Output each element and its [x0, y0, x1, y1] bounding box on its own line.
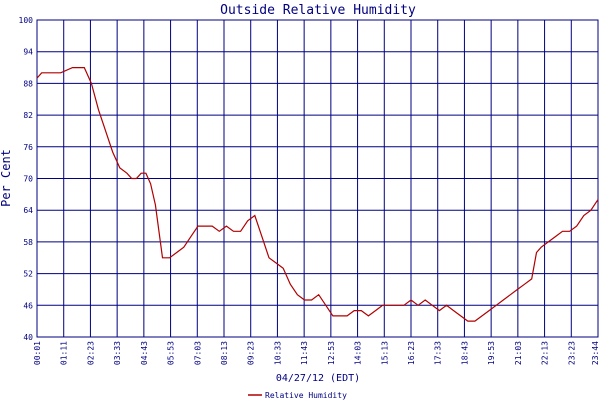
x-tick-label: 16:23 — [407, 341, 416, 365]
x-tick-label: 07:03 — [193, 341, 202, 365]
y-tick-label: 76 — [23, 143, 33, 152]
y-tick-label: 46 — [23, 301, 33, 310]
y-tick-label: 82 — [23, 111, 33, 120]
x-tick-label: 03:33 — [113, 341, 122, 365]
x-tick-labels: 00:01 01:11 02:23 03:33 04:43 05:53 07:03 08:13… — [33, 341, 600, 365]
x-tick-label: 17:33 — [434, 341, 443, 365]
legend: Relative Humidity — [248, 391, 347, 400]
y-tick-label: 64 — [23, 206, 33, 215]
y-tick-label: 58 — [23, 238, 33, 247]
x-tick-label: 19:53 — [487, 341, 496, 365]
chart-title: Outside Relative Humidity — [220, 3, 416, 18]
grid-lines — [36, 19, 599, 338]
x-tick-label: 12:53 — [327, 341, 336, 365]
y-tick-labels: 40 46 52 58 64 70 76 82 88 94 100 — [19, 16, 34, 342]
x-tick-label: 11:43 — [300, 341, 309, 365]
y-tick-label: 100 — [19, 16, 34, 25]
y-tick-label: 94 — [23, 48, 33, 57]
legend-label: Relative Humidity — [265, 391, 347, 400]
x-tick-label: 04:43 — [140, 341, 149, 365]
x-tick-label: 05:53 — [167, 341, 176, 365]
plot-area-border — [36, 19, 599, 338]
x-tick-label: 22:13 — [541, 341, 550, 365]
x-tick-label: 18:43 — [460, 341, 469, 365]
x-tick-label: 23:23 — [567, 341, 576, 365]
x-tick-label: 14:03 — [354, 341, 363, 365]
x-axis-label: 04/27/12 (EDT) — [276, 373, 360, 384]
x-tick-label: 00:01 — [33, 341, 42, 365]
y-axis-label: Per Cent — [0, 149, 13, 207]
series-line-relative-humidity — [36, 66, 599, 322]
x-tick-label: 08:13 — [220, 341, 229, 365]
x-tick-label: 23:44 — [591, 341, 600, 365]
y-tick-label: 40 — [23, 333, 33, 342]
x-tick-label: 21:03 — [514, 341, 523, 365]
y-tick-label: 88 — [23, 79, 33, 88]
y-tick-label: 70 — [23, 175, 33, 184]
x-tick-label: 02:23 — [86, 341, 95, 365]
x-tick-label: 10:33 — [273, 341, 282, 365]
x-tick-label: 09:23 — [247, 341, 256, 365]
y-tick-label: 52 — [23, 270, 33, 279]
x-tick-label: 15:13 — [380, 341, 389, 365]
x-tick-label: 01:11 — [60, 341, 69, 365]
